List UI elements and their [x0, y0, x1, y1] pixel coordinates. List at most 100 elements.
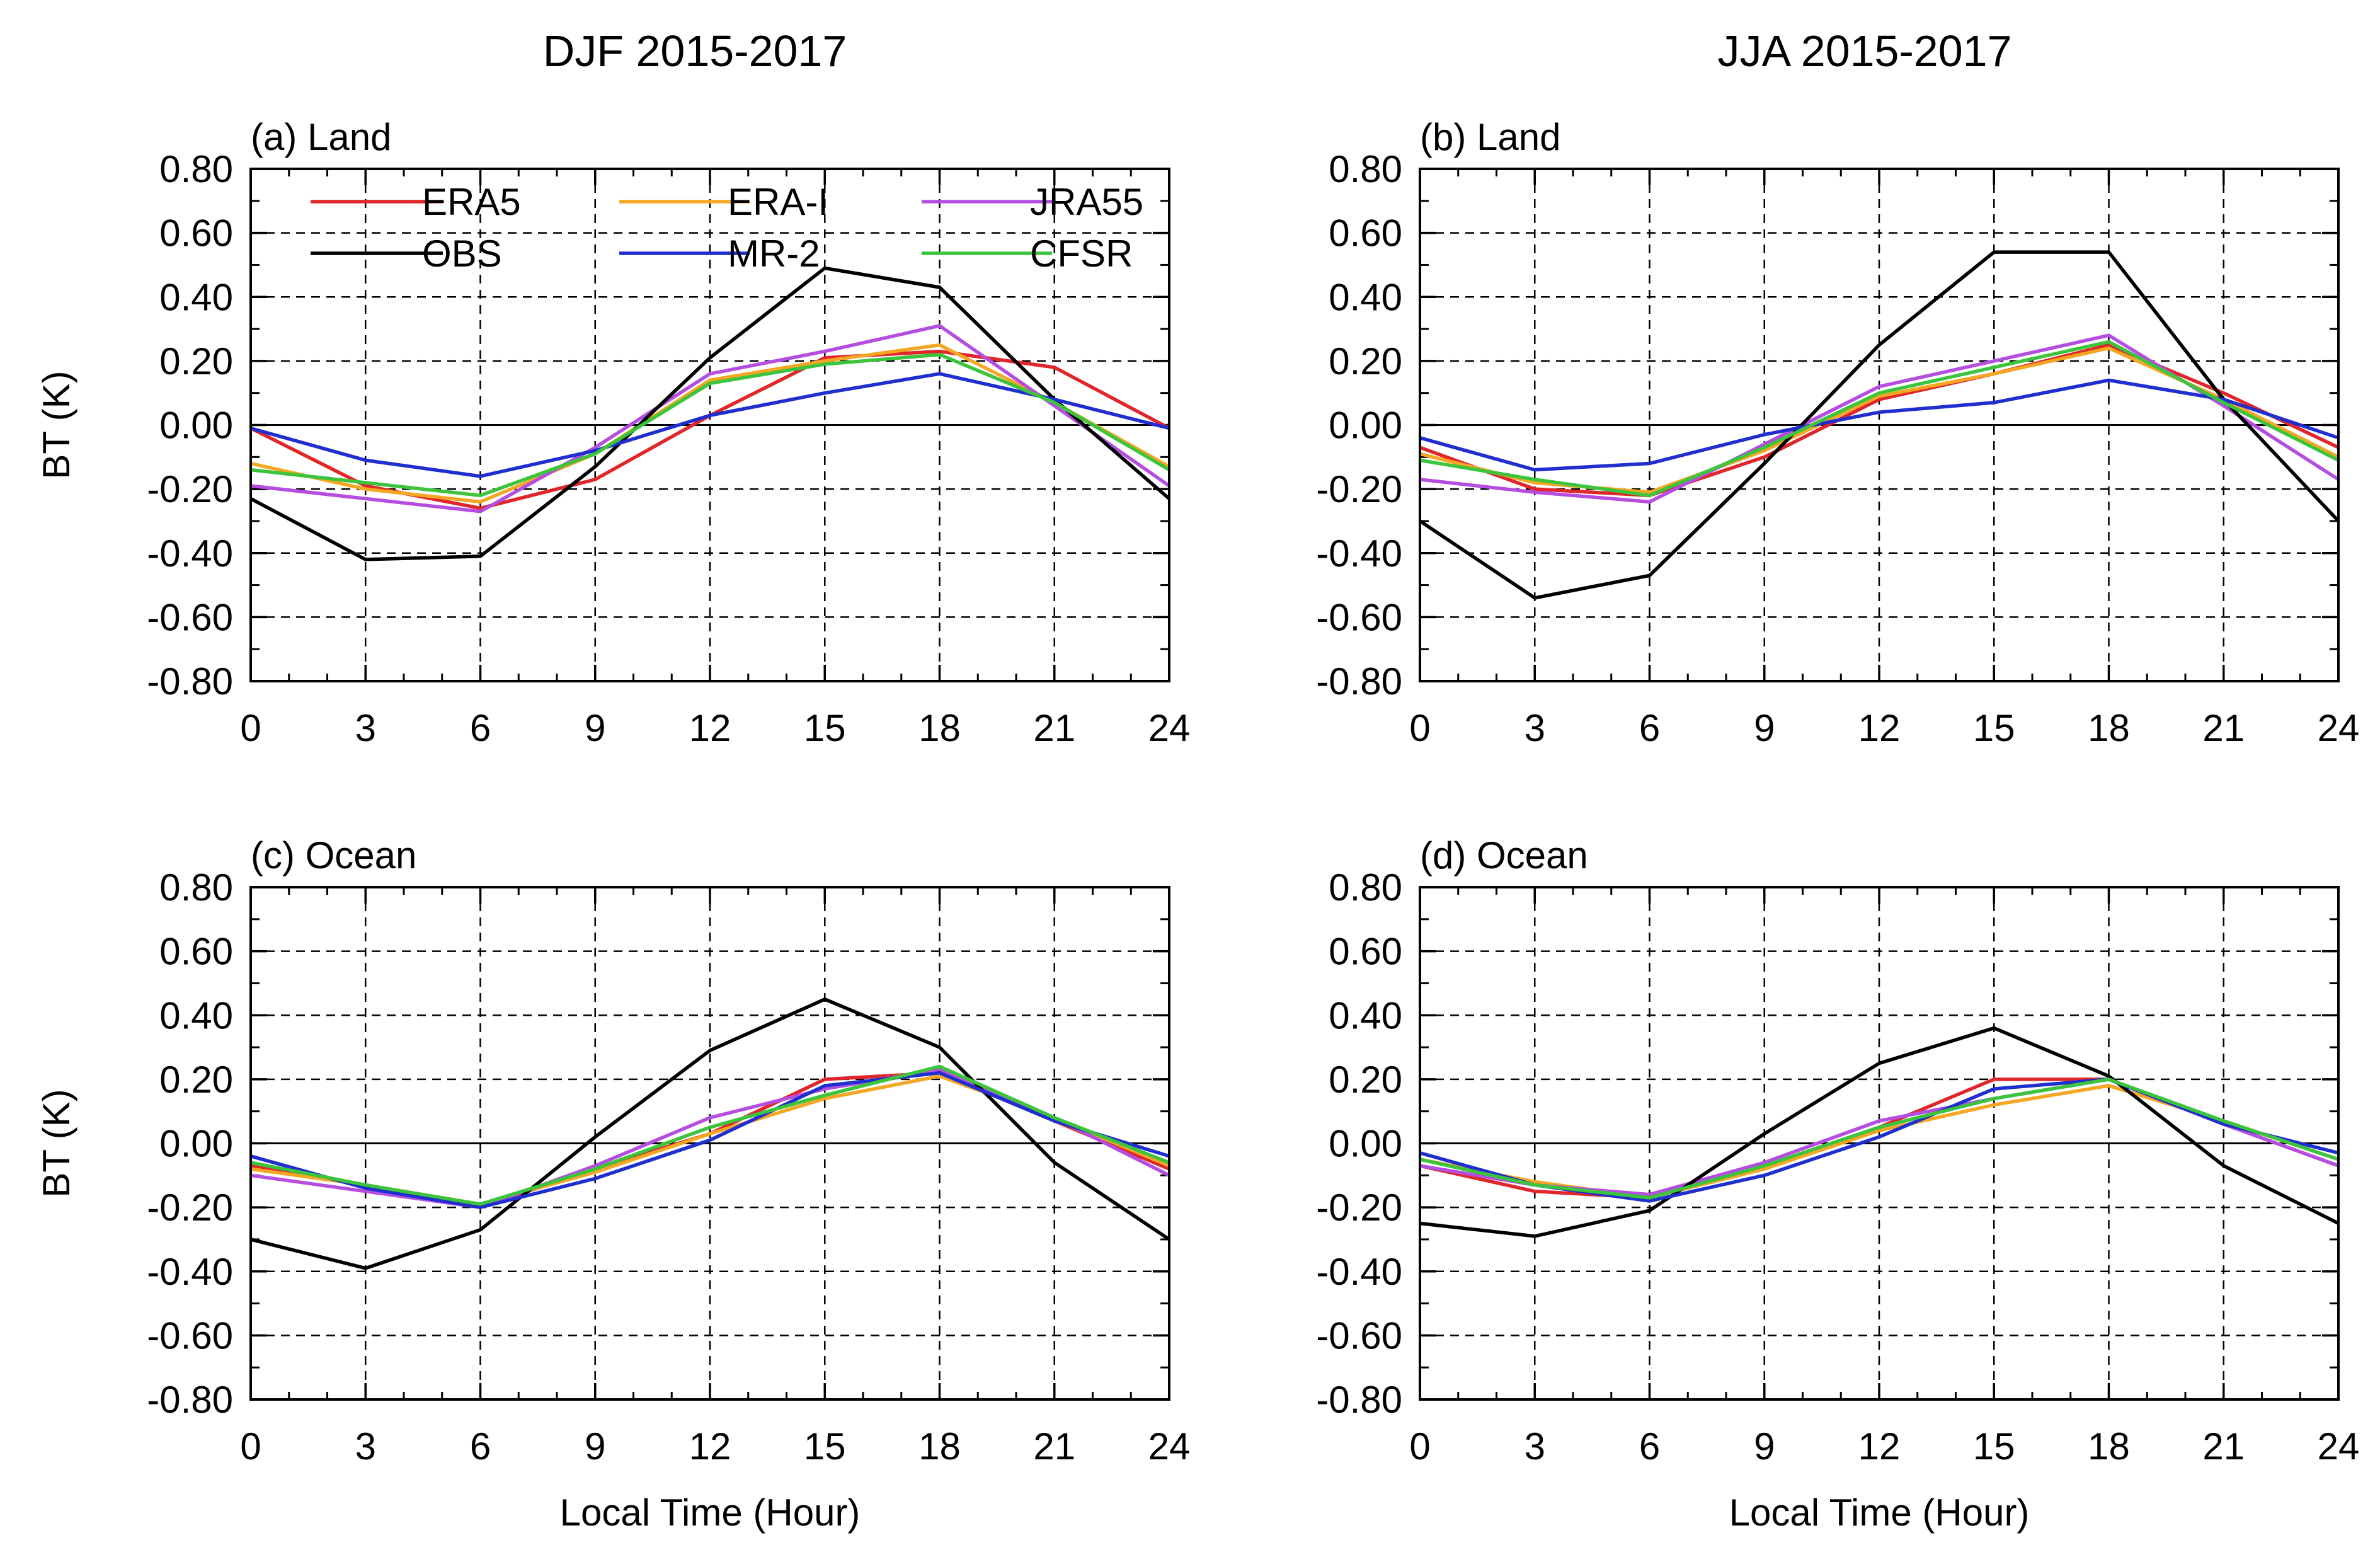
y-tick-label: -0.20: [147, 468, 233, 510]
panel-label: (d) Ocean: [1420, 834, 1588, 876]
x-tick-label: 24: [1148, 1425, 1191, 1468]
y-tick-label: -0.80: [1316, 1379, 1402, 1421]
legend-label-jra55: JRA55: [1030, 181, 1143, 223]
y-tick-label: 0.20: [1329, 340, 1402, 382]
y-tick-label: 0.20: [159, 340, 233, 382]
y-tick-label: 0.60: [1329, 212, 1402, 255]
y-tick-label: 0.60: [159, 212, 233, 255]
x-tick-label: 12: [689, 1425, 731, 1468]
y-tick-label: -0.40: [147, 532, 233, 575]
panel-label: (a) Land: [251, 116, 391, 158]
x-tick-label: 21: [2202, 1425, 2245, 1468]
y-tick-label: 0.40: [159, 994, 233, 1037]
x-tick-label: 24: [2318, 707, 2360, 749]
y-tick-label: 0.80: [1329, 148, 1402, 190]
y-tick-label: 0.00: [159, 1123, 233, 1165]
x-tick-label: 0: [240, 707, 261, 749]
plot-frame: [249, 886, 1170, 1401]
y-axis-title: BT (K): [35, 1089, 77, 1197]
y-tick-label: -0.60: [147, 1314, 233, 1357]
y-tick-label: -0.20: [1316, 468, 1402, 510]
series-line-obs: [1419, 1026, 2340, 1238]
y-tick-label: -0.60: [147, 596, 233, 638]
y-tick-label: 0.00: [1329, 1123, 1402, 1165]
y-tick-label: -0.20: [1316, 1186, 1402, 1229]
y-tick-label: 0.60: [159, 931, 233, 973]
x-tick-label: 18: [2088, 1425, 2130, 1468]
series-line-jra55: [250, 324, 1170, 514]
series-line-mr-2: [250, 1071, 1170, 1209]
series-line-era-i: [250, 343, 1170, 504]
x-axis-title: Local Time (Hour): [1729, 1491, 2030, 1534]
x-tick-label: 24: [2318, 1425, 2360, 1468]
x-tick-label: 18: [2088, 707, 2130, 749]
y-tick-label: -0.20: [147, 1186, 233, 1229]
x-tick-label: 0: [1409, 707, 1430, 749]
panel-a-land: 0.80 0.60 0.40 0.20 0.00 -0.20 -0.40 -0.60 -0.80…: [35, 116, 1190, 749]
x-tick-label: 15: [1973, 1425, 2015, 1468]
x-tick-label: 18: [918, 1425, 961, 1468]
series-line-era5: [1419, 343, 2340, 498]
y-tick-label: -0.80: [147, 660, 233, 703]
y-tick-label: -0.40: [147, 1251, 233, 1293]
series-line-cfsr: [1419, 340, 2340, 498]
y-tick-label: 0.60: [1329, 931, 1402, 973]
y-tick-label: -0.80: [147, 1379, 233, 1421]
y-tick-label: -0.40: [1316, 1251, 1402, 1293]
x-tick-label: 15: [1973, 707, 2015, 749]
panel-b-land: 0.80 0.60 0.40 0.20 0.00 -0.20 -0.40 -0.60 -0.80…: [1316, 116, 2359, 749]
x-tick-label: 9: [585, 707, 605, 749]
x-tick-label: 6: [470, 1425, 491, 1468]
x-tick-label: 3: [1525, 707, 1545, 749]
column-title-djf: DJF 2015-2017: [543, 26, 847, 76]
y-tick-label: 0.40: [159, 276, 233, 318]
x-tick-label: 0: [240, 1425, 261, 1468]
legend-label-era-i: ERA-I: [728, 181, 828, 223]
x-tick-label: 6: [1639, 707, 1660, 749]
x-tick-label: 0: [1409, 1425, 1430, 1468]
legend: ERA5 ERA-I JRA55 OBS MR-2 CFSR: [311, 181, 1143, 275]
y-tick-label: 0.80: [159, 148, 233, 190]
x-tick-label: 12: [1858, 1425, 1901, 1468]
x-tick-label: 9: [1754, 707, 1775, 749]
y-tick-label: -0.80: [1316, 660, 1402, 703]
series-line-cfsr: [1419, 1077, 2339, 1200]
x-tick-label: 3: [1525, 1425, 1545, 1468]
y-axis-title: BT (K): [35, 371, 77, 479]
x-tick-label: 3: [355, 1425, 376, 1468]
x-tick-label: 15: [804, 1425, 846, 1468]
legend-label-obs: OBS: [422, 233, 502, 275]
legend-label-era5: ERA5: [422, 181, 521, 223]
panel-d-ocean: 0.80 0.60 0.40 0.20 0.00 -0.20 -0.40 -0.60 -0.80…: [1316, 834, 2359, 1534]
y-tick-label: 0.20: [159, 1059, 233, 1101]
x-tick-label: 6: [470, 707, 491, 749]
x-tick-label: 6: [1639, 1425, 1660, 1468]
y-tick-label: 0.00: [1329, 405, 1402, 447]
panel-label: (b) Land: [1420, 116, 1560, 158]
plot-frame: [1419, 168, 2340, 682]
column-title-jja: JJA 2015-2017: [1717, 26, 2011, 76]
series-line-cfsr: [250, 1064, 1170, 1206]
x-tick-label: 18: [918, 707, 961, 749]
plot-frame: [249, 168, 1170, 682]
x-tick-label: 24: [1148, 707, 1191, 749]
panels: 0.80 0.60 0.40 0.20 0.00 -0.20 -0.40 -0.60 -0.80…: [35, 116, 2359, 1534]
series-line-mr-2: [1419, 378, 2339, 472]
x-tick-label: 21: [1033, 1425, 1075, 1468]
x-tick-label: 3: [355, 707, 376, 749]
legend-label-cfsr: CFSR: [1030, 233, 1133, 275]
x-axis-title: Local Time (Hour): [560, 1491, 861, 1534]
y-tick-label: 0.00: [159, 405, 233, 447]
y-tick-label: 0.80: [1329, 866, 1402, 909]
panel-c-ocean: 0.80 0.60 0.40 0.20 0.00 -0.20 -0.40 -0.60 -0.80…: [35, 834, 1190, 1534]
x-tick-label: 9: [585, 1425, 605, 1468]
series-line-cfsr: [250, 352, 1170, 498]
y-tick-label: -0.40: [1316, 532, 1402, 575]
x-tick-label: 12: [1858, 707, 1901, 749]
series-line-obs: [250, 997, 1170, 1270]
x-tick-label: 21: [1033, 707, 1075, 749]
y-tick-label: -0.60: [1316, 596, 1402, 638]
x-tick-label: 15: [804, 707, 846, 749]
y-tick-label: 0.40: [1329, 994, 1402, 1037]
